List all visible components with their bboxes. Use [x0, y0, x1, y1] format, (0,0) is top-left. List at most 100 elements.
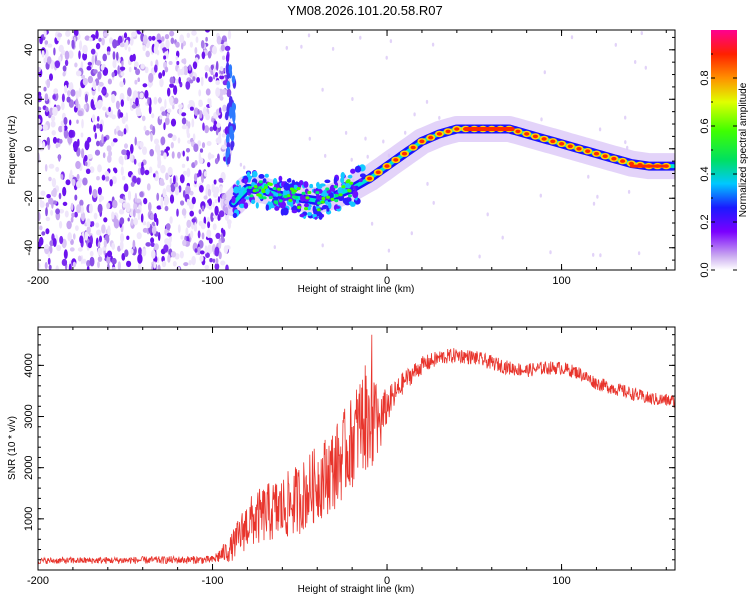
- noise-blob: [221, 144, 227, 150]
- noise-blob: [142, 34, 148, 45]
- noise-blob: [162, 47, 168, 52]
- noise-blob: [86, 266, 90, 270]
- noise-blob: [224, 45, 231, 52]
- noise-blob: [135, 209, 141, 214]
- noise-blob: [139, 92, 144, 99]
- noise-blob: [95, 60, 102, 66]
- noise-blob: [75, 70, 82, 77]
- noise-blob: [70, 202, 74, 211]
- noise-blob: [137, 253, 143, 264]
- noise-blob: [218, 240, 222, 249]
- noise-blob: [116, 51, 119, 61]
- noise-blob: [167, 108, 172, 113]
- signal-blob: [325, 200, 329, 205]
- noise-blob: [62, 201, 68, 206]
- noise-blob: [97, 261, 100, 269]
- noise-blob: [48, 163, 55, 169]
- signal-blob: [238, 184, 242, 191]
- noise-blob: [219, 107, 222, 114]
- noise-blob: [163, 152, 167, 160]
- signal-blob: [283, 195, 288, 199]
- signal-blob: [272, 186, 277, 191]
- noise-blob: [216, 35, 222, 45]
- signal-blob: [316, 184, 323, 190]
- noise-blob: [74, 211, 78, 218]
- noise-blob: [55, 143, 59, 149]
- x-tick-label: 0: [384, 575, 390, 587]
- noise-blob: [543, 70, 546, 75]
- noise-blob: [48, 197, 54, 205]
- colorbar-scale: [711, 30, 737, 270]
- noise-blob: [76, 119, 79, 124]
- noise-blob: [186, 198, 190, 206]
- signal-blob: [283, 182, 291, 191]
- x-tick-label: 0: [384, 275, 390, 287]
- noise-blob: [49, 240, 54, 247]
- noise-blob: [77, 110, 83, 117]
- signal-blob: [337, 194, 345, 201]
- noise-blob: [67, 232, 72, 242]
- noise-blob: [165, 172, 169, 181]
- noise-blob: [216, 139, 222, 144]
- noise-blob: [186, 156, 189, 162]
- noise-blob: [153, 261, 157, 269]
- signal-blob: [278, 175, 283, 182]
- noise-blob: [227, 221, 232, 229]
- noise-blob: [431, 42, 435, 47]
- noise-blob: [207, 162, 211, 168]
- noise-blob: [82, 44, 88, 55]
- signal-pearl: [576, 147, 582, 151]
- noise-blob: [102, 53, 107, 62]
- noise-blob: [221, 133, 226, 138]
- noise-blob: [167, 166, 173, 176]
- noise-blob: [98, 197, 102, 203]
- noise-blob: [121, 253, 126, 261]
- noise-blob: [230, 141, 234, 151]
- noise-blob: [117, 261, 121, 270]
- noise-blob: [64, 210, 69, 218]
- signal-pearl: [567, 144, 573, 149]
- noise-blob: [200, 76, 204, 87]
- signal-pearl: [593, 151, 600, 156]
- noise-blob: [138, 247, 142, 256]
- noise-blob: [86, 226, 91, 235]
- noise-blob: [64, 84, 68, 94]
- noise-blob: [640, 31, 643, 36]
- noise-blob: [103, 32, 109, 37]
- noise-blob: [142, 83, 148, 88]
- noise-blob: [126, 235, 130, 240]
- noise-blob: [103, 217, 108, 223]
- noise-blob: [134, 61, 139, 68]
- noise-blob: [215, 258, 219, 265]
- noise-blob: [79, 199, 84, 207]
- signal-blob: [236, 180, 240, 186]
- noise-blob: [71, 212, 75, 218]
- signal-blob: [258, 174, 265, 179]
- signal-blob: [301, 191, 306, 195]
- noise-blob: [188, 79, 194, 84]
- noise-blob: [88, 203, 93, 214]
- noise-blob: [170, 142, 174, 149]
- noise-blob: [89, 166, 95, 174]
- noise-blob: [103, 239, 107, 248]
- noise-blob: [217, 196, 221, 203]
- noise-blob: [159, 78, 164, 88]
- signal-blob: [324, 179, 331, 184]
- noise-blob: [142, 221, 147, 226]
- noise-blob: [210, 212, 214, 223]
- noise-blob: [129, 152, 133, 162]
- noise-blob: [148, 35, 153, 42]
- noise-blob: [166, 223, 171, 231]
- noise-blob: [599, 253, 602, 258]
- x-tick-label: -100: [202, 575, 224, 587]
- noise-blob: [83, 103, 87, 110]
- noise-blob: [410, 231, 413, 236]
- noise-blob: [39, 36, 43, 45]
- signal-blob: [286, 194, 291, 198]
- noise-blob: [160, 136, 166, 146]
- noise-blob: [40, 190, 46, 196]
- noise-blob: [118, 155, 124, 165]
- noise-blob: [99, 235, 102, 243]
- noise-blob: [106, 46, 111, 53]
- noise-blob: [43, 244, 49, 249]
